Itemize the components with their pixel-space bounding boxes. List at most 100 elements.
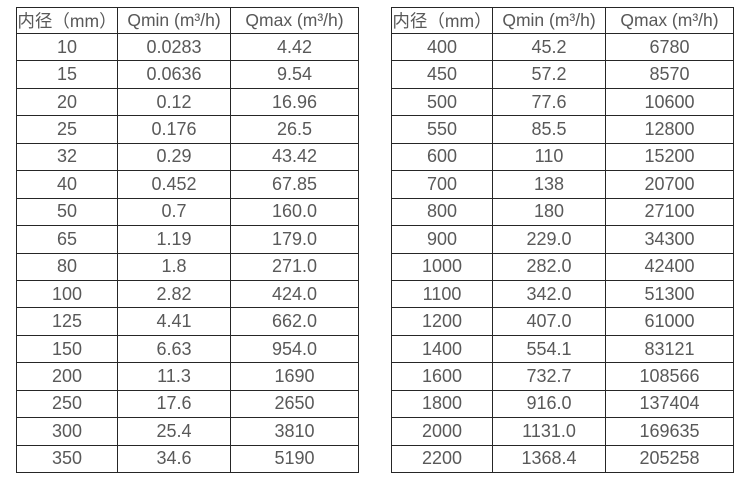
table-cell: 662.0 [230, 307, 359, 336]
table-cell: 5190 [230, 444, 359, 474]
table-row: 900 229.0 34300 [391, 225, 734, 254]
table-cell: 20700 [605, 170, 734, 199]
table-row: 350 34.6 5190 [16, 444, 359, 474]
table-cell: 32 [16, 142, 118, 172]
table-cell: 20 [16, 87, 118, 117]
table-row: 200 11.3 1690 [16, 362, 359, 391]
table-cell: 1131.0 [492, 417, 606, 446]
column-header-qmin: Qmin (m³/h) [117, 7, 231, 34]
table-cell: 169635 [605, 417, 734, 446]
table-row: 150 6.63 954.0 [16, 334, 359, 364]
table-row: 125 4.41 662.0 [16, 307, 359, 336]
table-cell: 43.42 [230, 142, 359, 172]
table-cell: 27100 [605, 197, 734, 227]
table-cell: 67.85 [230, 170, 359, 199]
table-cell: 0.176 [117, 115, 231, 144]
table-cell: 271.0 [230, 252, 359, 281]
table-cell: 205258 [605, 444, 734, 474]
table-row: 1000 282.0 42400 [391, 252, 734, 281]
table-cell: 450 [391, 60, 493, 89]
table-cell: 15 [16, 60, 118, 89]
table-cell: 11.3 [117, 362, 231, 391]
table-cell: 65 [16, 225, 118, 254]
table-cell: 500 [391, 87, 493, 117]
table-cell: 700 [391, 170, 493, 199]
table-cell: 6780 [605, 32, 734, 62]
table-cell: 6.63 [117, 334, 231, 364]
column-header-diameter: 内径（mm） [391, 7, 493, 34]
table-cell: 1800 [391, 389, 493, 419]
table-cell: 25.4 [117, 417, 231, 446]
table-cell: 9.54 [230, 60, 359, 89]
table-cell: 42400 [605, 252, 734, 281]
table-cell: 10600 [605, 87, 734, 117]
table-row: 300 25.4 3810 [16, 417, 359, 446]
table-cell: 200 [16, 362, 118, 391]
table-cell: 229.0 [492, 225, 606, 254]
table-cell: 900 [391, 225, 493, 254]
table-cell: 0.12 [117, 87, 231, 117]
table-cell: 2.82 [117, 279, 231, 309]
table-cell: 1690 [230, 362, 359, 391]
diameter-flow-table-left: 内径（mm） Qmin (m³/h) Qmax (m³/h) 10 0.0283 4… [16, 7, 359, 474]
table-row: 32 0.29 43.42 [16, 142, 359, 172]
table-row: 1600 732.7 108566 [391, 362, 734, 391]
table-cell: 8570 [605, 60, 734, 89]
table-row: 800 180 27100 [391, 197, 734, 227]
table-cell: 100 [16, 279, 118, 309]
table-cell: 1368.4 [492, 444, 606, 474]
table-cell: 137404 [605, 389, 734, 419]
table-cell: 0.7 [117, 197, 231, 227]
table-cell: 4.41 [117, 307, 231, 336]
table-cell: 26.5 [230, 115, 359, 144]
column-header-qmax: Qmax (m³/h) [605, 7, 734, 34]
table-row: 600 110 15200 [391, 142, 734, 172]
table-cell: 1100 [391, 279, 493, 309]
table-body: 10 0.0283 4.42 15 0.0636 9.54 20 0.12 16.96 25 0.1… [16, 32, 359, 474]
table-cell: 2200 [391, 444, 493, 474]
table-cell: 180 [492, 197, 606, 227]
table-row: 2000 1131.0 169635 [391, 417, 734, 446]
table-cell: 4.42 [230, 32, 359, 62]
table-cell: 1400 [391, 334, 493, 364]
table-row: 20 0.12 16.96 [16, 87, 359, 117]
table-cell: 350 [16, 444, 118, 474]
table-cell: 1000 [391, 252, 493, 281]
table-cell: 0.452 [117, 170, 231, 199]
table-row: 400 45.2 6780 [391, 32, 734, 62]
column-header-diameter: 内径（mm） [16, 7, 118, 34]
table-row: 500 77.6 10600 [391, 87, 734, 117]
table-cell: 10 [16, 32, 118, 62]
table-cell: 400 [391, 32, 493, 62]
diameter-flow-table-right: 内径（mm） Qmin (m³/h) Qmax (m³/h) 400 45.2 67… [391, 7, 734, 474]
table-row: 1100 342.0 51300 [391, 279, 734, 309]
table-cell: 732.7 [492, 362, 606, 391]
table-cell: 16.96 [230, 87, 359, 117]
table-cell: 160.0 [230, 197, 359, 227]
table-cell: 1600 [391, 362, 493, 391]
table-cell: 150 [16, 334, 118, 364]
table-cell: 0.29 [117, 142, 231, 172]
table-cell: 80 [16, 252, 118, 281]
table-row: 2200 1368.4 205258 [391, 444, 734, 474]
table-cell: 57.2 [492, 60, 606, 89]
table-cell: 0.0636 [117, 60, 231, 89]
table-cell: 12800 [605, 115, 734, 144]
table-cell: 34300 [605, 225, 734, 254]
table-cell: 108566 [605, 362, 734, 391]
table-cell: 110 [492, 142, 606, 172]
column-header-qmin: Qmin (m³/h) [492, 7, 606, 34]
table-cell: 600 [391, 142, 493, 172]
table-row: 1400 554.1 83121 [391, 334, 734, 364]
table-cell: 179.0 [230, 225, 359, 254]
table-cell: 800 [391, 197, 493, 227]
table-cell: 2650 [230, 389, 359, 419]
table-cell: 342.0 [492, 279, 606, 309]
table-row: 65 1.19 179.0 [16, 225, 359, 254]
table-cell: 1.8 [117, 252, 231, 281]
table-cell: 45.2 [492, 32, 606, 62]
table-cell: 61000 [605, 307, 734, 336]
table-cell: 554.1 [492, 334, 606, 364]
table-cell: 3810 [230, 417, 359, 446]
table-row: 550 85.5 12800 [391, 115, 734, 144]
